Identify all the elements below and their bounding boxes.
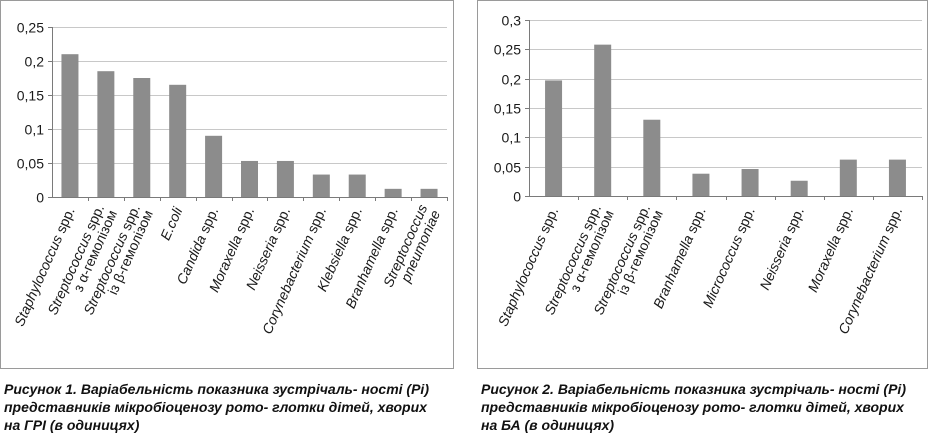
- y-tick-label: 0,1: [25, 122, 45, 138]
- y-tick-label: 0,3: [502, 13, 522, 29]
- bar: [790, 180, 808, 196]
- y-tick-label: 0,2: [25, 54, 45, 70]
- y-tick-label: 0: [36, 190, 44, 206]
- y-tick-label: 0,1: [502, 130, 522, 146]
- bar: [348, 174, 366, 197]
- bar: [276, 160, 294, 197]
- y-tick-label: 0: [513, 189, 521, 205]
- figure-2-text: Варіабельність показника зустрічаль- нос…: [481, 381, 906, 433]
- bar: [241, 160, 258, 197]
- y-tick-label: 0,25: [494, 42, 521, 58]
- bar: [741, 169, 759, 196]
- y-tick-label: 0,15: [17, 88, 44, 104]
- y-tick-label: 0,05: [494, 160, 521, 176]
- bar: [97, 71, 115, 197]
- y-tick-label: 0,05: [17, 156, 44, 172]
- bar: [61, 54, 79, 198]
- bar: [594, 44, 612, 196]
- figure-2-label: Рисунок 2.: [481, 381, 554, 397]
- figure-1-caption: Рисунок 1. Варіабельність показника зуст…: [4, 380, 444, 434]
- bar: [692, 173, 710, 196]
- bar: [888, 159, 906, 196]
- y-tick-label: 0,15: [494, 101, 521, 117]
- figure-1-label: Рисунок 1.: [4, 381, 77, 397]
- bar: [133, 78, 151, 197]
- bar: [643, 119, 661, 196]
- bar: [312, 174, 330, 197]
- bar: [420, 188, 438, 197]
- bar: [839, 159, 857, 196]
- figure-2-caption: Рисунок 2. Варіабельність показника зуст…: [481, 380, 921, 434]
- y-tick-label: 0,2: [502, 72, 522, 88]
- figure-1-text: Варіабельність показника зустрічаль- нос…: [4, 381, 429, 433]
- bar: [545, 80, 563, 196]
- bar: [169, 84, 187, 197]
- bar: [384, 188, 402, 197]
- bar: [205, 135, 223, 197]
- y-tick-label: 0,25: [17, 20, 44, 36]
